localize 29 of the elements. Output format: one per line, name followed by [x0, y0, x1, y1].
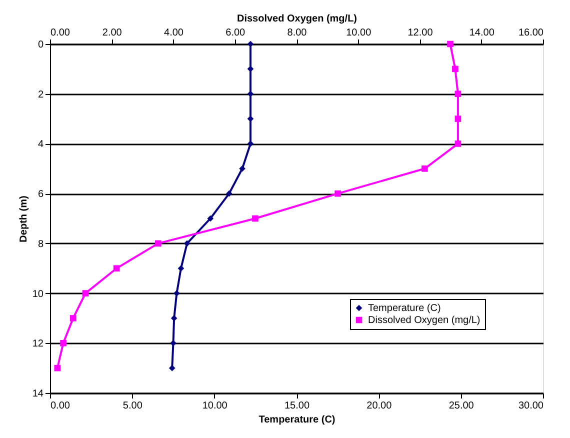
x-tick-label: 25.00	[448, 400, 474, 412]
y-tick-label: 6	[38, 189, 44, 200]
x2-tick-label: 0.00	[50, 28, 70, 38]
x2-tick-label: 4.00	[164, 28, 184, 38]
y-tick-label: 8	[38, 238, 44, 250]
legend-label: Dissolved Oxygen (mg/L)	[368, 315, 480, 326]
x-tick-label: 15.00	[284, 400, 310, 412]
x2-axis-title: Dissolved Oxygen (mg/L)	[236, 14, 358, 24]
x2-tick-label: 12.00	[408, 28, 434, 38]
y-tick-label: 12	[32, 338, 44, 350]
x-tick-label: 20.00	[366, 400, 392, 412]
y-tick-label: 2	[38, 89, 44, 100]
x-tick-label: 0.00	[50, 400, 70, 412]
x-tick-label: 10.00	[202, 400, 228, 412]
y-tick-label: 10	[32, 288, 44, 300]
x2-tick-label: 16.00	[518, 28, 544, 38]
legend-label: Temperature (C)	[368, 303, 441, 314]
y-tick-label: 0	[38, 40, 44, 50]
x2-tick-label: 10.00	[346, 28, 372, 38]
y-axis-title: Depth (m)	[18, 196, 30, 242]
x2-tick-label: 2.00	[102, 28, 122, 38]
x-axis-title: Temperature (C)	[258, 414, 336, 426]
x2-tick-label: 14.00	[469, 28, 495, 38]
x2-tick-label: 8.00	[287, 28, 308, 38]
x-tick-label: 30.00	[518, 400, 544, 412]
x2-tick-label: 6.00	[226, 28, 246, 38]
y-tick-label: 4	[38, 139, 44, 150]
y-tick-label: 14	[32, 388, 44, 400]
x-tick-label: 5.00	[122, 400, 143, 412]
